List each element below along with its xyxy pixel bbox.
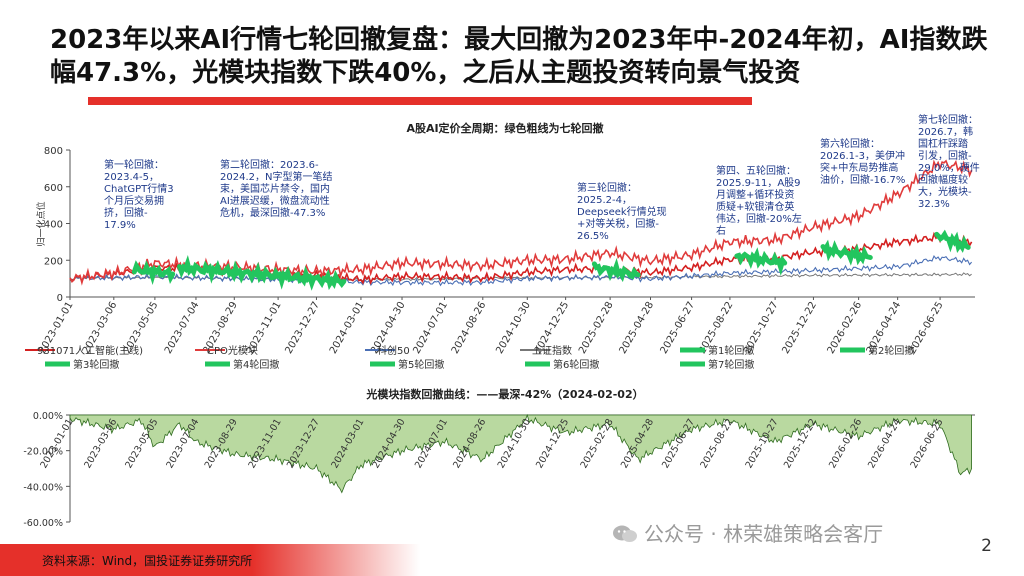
y-tick-label: 600 [44,183,63,194]
legend-label: 931071人工智能(主线) [37,344,143,357]
callout-line: 束，美国芯片禁令，国内 [220,182,330,195]
dd-y-tick-label: 0.00% [33,411,63,422]
callout-line: 第二轮回撤：2023.6- [220,158,319,171]
legend-label: 第5轮回撤 [398,358,444,371]
callout-line: 质疑+软银清仓英 [716,200,794,213]
dd-y-tick-label: -40.00% [23,482,63,493]
callout-line: 第七轮回撤： [918,113,978,126]
callout-line: 油价，回撤-16.7% [820,173,905,186]
y-tick-label: 200 [44,256,63,267]
series-line-2 [69,255,973,287]
callout-line: 2025.2-4， [577,195,632,206]
drawdown-4 [734,247,788,276]
y-tick-label: 800 [44,146,63,157]
callout-line: 第三轮回撤： [577,181,637,194]
watermark: 公众号 · 林荣雄策略会客厅 [612,518,883,547]
drawdown-7 [934,229,971,254]
legend-label: 上证指数 [532,344,572,357]
callout-line: 个月后交易拥 [104,194,164,207]
dd-y-tick-label: -60.00% [23,518,63,529]
series-line-0 [69,231,973,286]
callout-line: AI进展迟缓，微盘流动性 [220,194,330,207]
callout-line: 右 [716,224,726,237]
title-underline [88,97,752,105]
drawdown-2 [177,254,347,291]
callout-line: 伟达，回撤-20%左 [716,212,802,225]
callout-line: 大，光模块- [918,185,972,198]
drawdown-chart-title: 光模块指数回撤曲线：——最深-42%（2024-02-02） [365,387,643,401]
y-axis-label: 归一化点位 [35,201,47,246]
callout-line: 回撤幅度较 [918,173,968,186]
callout-line: 2026.7，韩 [918,125,973,138]
callout-line: 2025.9-11，A股9 [716,177,801,189]
drawdown-1 [131,260,176,286]
source-bar: 资料来源：Wind，国投证券证券研究所 [0,544,420,576]
x-tick-label: 2025-04-28 [618,300,657,356]
x-tick-label: 2025-02-28 [577,300,616,356]
callout-line: 2026.1-3，美伊冲 [820,149,905,162]
callout-3: 第三轮回撤： 2025.2-4， Deepseek行情兑现+对等关税，回撤-26.5… [577,181,667,242]
y-tick-label: 400 [44,220,63,231]
callout-2: 第二轮回撤：2023.6-2024.2，N字型第一笔结束，美国芯片禁令，国内 AI… [220,158,332,219]
callout-line: 2023.4-5， [104,172,159,183]
source-bar-bg [0,544,420,576]
x-tick-label: 2024-10-30 [494,300,533,356]
legend-label: 第7轮回撤 [708,358,754,371]
callout-line: 26.5% [577,231,609,242]
main-chart-title: A股AI定价全周期：绿色粗线为七轮回撤 [406,121,603,135]
legend-label: 第6轮回撤 [553,358,599,371]
callout-line: 月调整+循环投资 [716,188,794,201]
x-tick-label: 2024-03-01 [328,300,367,356]
callout-4: 第四、五轮回撤： 2025.9-11，A股9 月调整+循环投资质疑+软银清仓英伟达，… [716,164,802,237]
x-tick-label: 2024-07-01 [411,300,450,356]
callout-line: 第六轮回撤： [820,137,880,150]
x-tick-label: 2026-02-26 [826,300,865,356]
x-tick-label: 2024-08-26 [450,300,489,356]
callout-line: 突+中东局势推高 [820,161,898,174]
callout-line: 32.3% [918,199,950,210]
callout-line: 引发，回撤- [918,149,972,162]
drawdown-3 [591,257,641,283]
callout-6: 第七轮回撤： 2026.7，韩国杠杆踩踏引发，回撤-29.0%，硬件回撤幅度较大，… [918,113,980,210]
callout-line: 2024.2，N字型第一笔结 [220,170,332,183]
callout-line: +对等关税，回撤- [577,217,659,230]
y-tick-label: 0 [57,293,63,304]
callout-1: 第一轮回撤： 2023.4-5， ChatGPT行情3 个月后交易拥挤，回撤-17.9… [104,158,174,231]
dd-x-tick-label: 2026-06-25 [909,417,946,470]
page-title: 2023年以来AI行情七轮回撤复盘：最大回撤为2023年中-2024年初，AI指… [50,25,988,88]
dd-y-tick-label: -20.00% [23,447,63,458]
legend-label: 第1轮回撤 [708,344,754,357]
drawdown-6 [820,239,873,266]
callout-5: 第六轮回撤： 2026.1-3，美伊冲突+中东局势推高油价，回撤-16.7% [820,137,905,186]
x-tick-label: 2023-07-04 [163,300,202,356]
page-number: 2 [981,536,992,556]
legend-label: 第3轮回撤 [73,358,119,371]
x-tick-label: 2025-12-22 [780,300,819,356]
callout-line: 17.9% [104,220,136,231]
callout-line: ChatGPT行情3 [104,182,174,195]
callout-line: 29.0%，硬件 [918,162,980,174]
callout-line: Deepseek行情兑现 [577,205,667,218]
legend-label: CPO光模块 [207,344,258,357]
callout-line: 危机，最深回撤-47.3% [220,206,325,219]
legend-label: 科创50 [377,344,410,357]
callout-line: 挤，回撤- [104,206,148,219]
callout-line: 国杠杆踩踏 [918,137,968,150]
source-text: 资料来源：Wind，国投证券证券研究所 [42,554,253,568]
legend-label: 第4轮回撤 [233,358,279,371]
x-tick-label: 2025-06-27 [659,300,698,356]
watermark-text: 公众号 · 林荣雄策略会客厅 [644,522,884,546]
legend-label: 第2轮回撤 [868,344,914,357]
drawdown-area [69,413,972,494]
wechat-icon [612,524,638,544]
callout-line: 第一轮回撤： [104,158,164,171]
callout-line: 第四、五轮回撤： [716,164,796,177]
x-tick-label: 2023-12-27 [283,300,322,356]
